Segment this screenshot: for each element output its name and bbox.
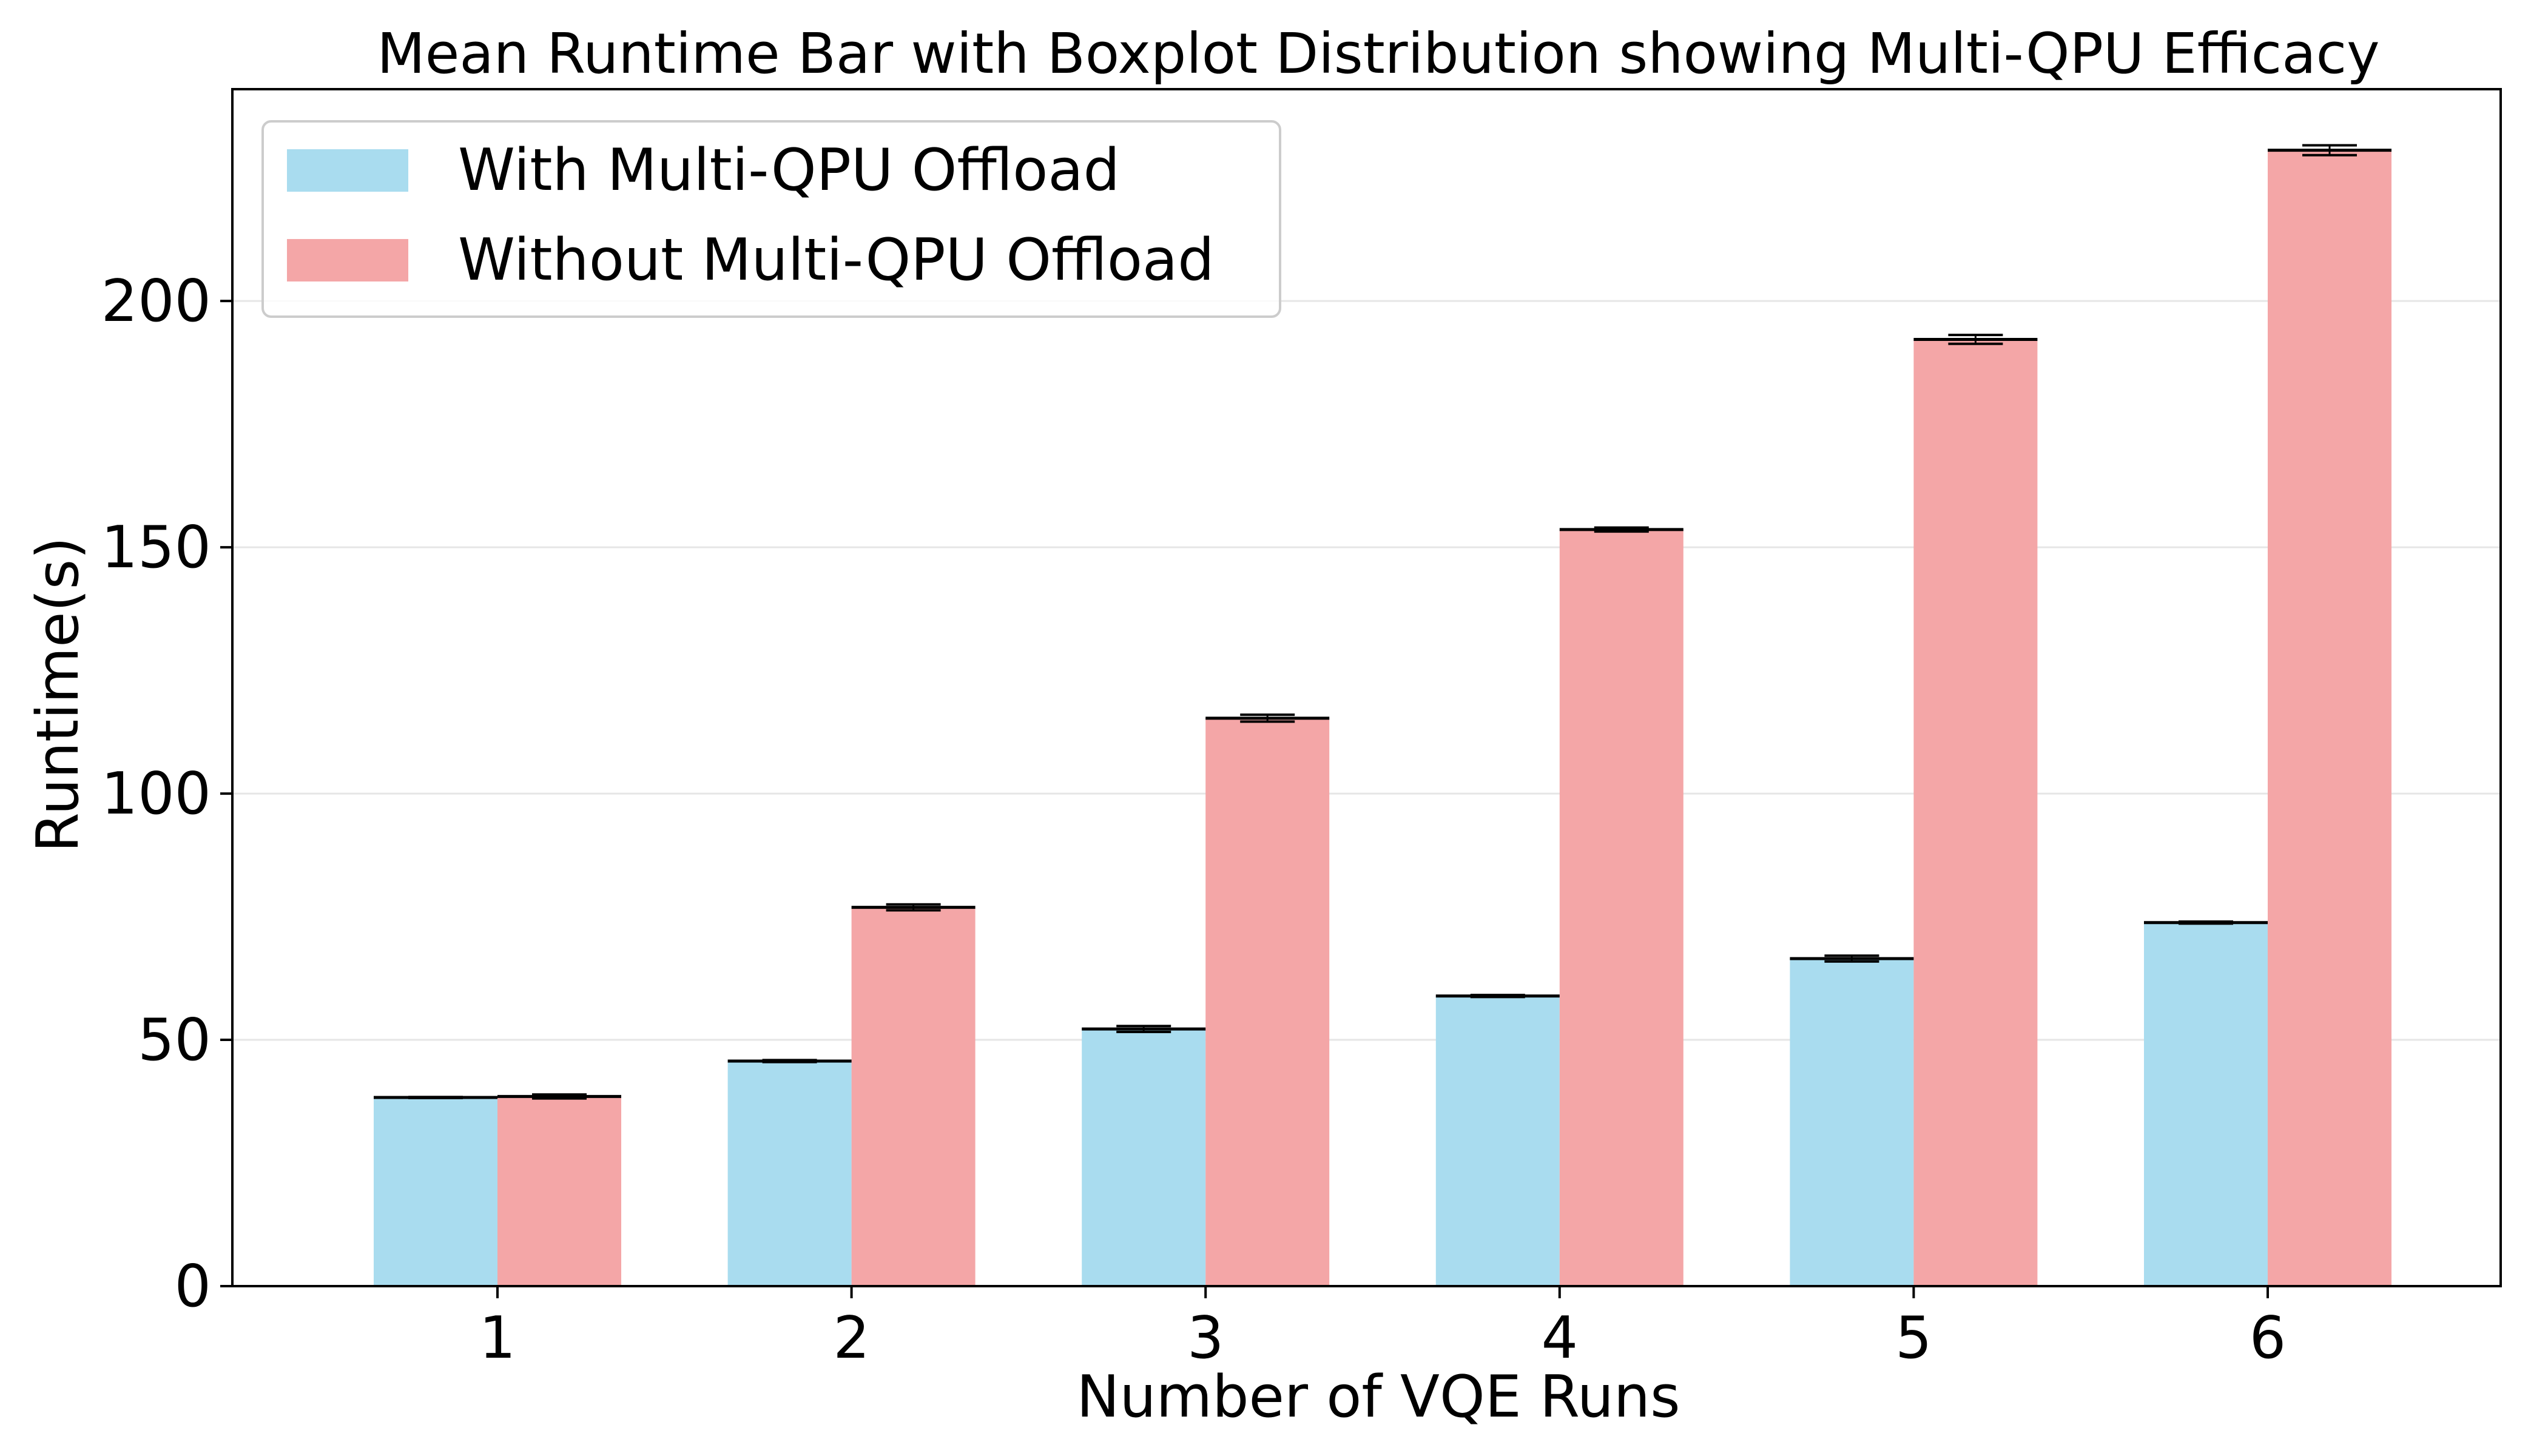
- bar-with-offload-6: [2144, 922, 2268, 1286]
- x-axis-label: Number of VQE Runs: [1076, 1364, 1680, 1431]
- legend-swatch-with-offload: [287, 149, 408, 192]
- bar-with-offload-2: [727, 1060, 852, 1286]
- legend-label-without-offload: Without Multi-QPU Offload: [458, 227, 1215, 294]
- x-axis-ticks: 1 2 3 4 5 6: [479, 1286, 2286, 1372]
- x-tick-label-3: 3: [1187, 1305, 1224, 1372]
- legend: With Multi-QPU Offload Without Multi-QPU…: [261, 120, 1281, 318]
- y-tick-label-200: 200: [101, 268, 211, 335]
- y-axis-label: Runtime(s): [25, 537, 92, 852]
- boxplot-without-offload-1: [497, 1093, 621, 1100]
- bar-with-offload-5: [1790, 959, 1914, 1286]
- x-tick-label-2: 2: [833, 1305, 869, 1372]
- bar-without-offload-6: [2268, 150, 2391, 1287]
- x-tick-label-1: 1: [479, 1305, 516, 1372]
- bar-with-offload-3: [1082, 1029, 1206, 1286]
- y-tick-label-150: 150: [101, 514, 211, 581]
- legend-swatch-without-offload: [287, 239, 408, 281]
- legend-label-with-offload: With Multi-QPU Offload: [458, 137, 1120, 204]
- plot-area-frame: [231, 88, 2502, 1287]
- bar-without-offload-2: [851, 907, 976, 1286]
- boxplot-without-offload-6: [2268, 144, 2391, 157]
- bar-without-offload-5: [1913, 339, 2038, 1286]
- boxplot-without-offload-2: [851, 903, 976, 912]
- x-tick-label-5: 5: [1895, 1305, 1932, 1372]
- bar-with-offload-4: [1435, 996, 1560, 1286]
- boxplot-with-offload-1: [374, 1096, 497, 1099]
- y-tick-label-50: 50: [138, 1007, 211, 1074]
- bar-with-offload-1: [374, 1097, 497, 1286]
- bar-without-offload-4: [1559, 529, 1684, 1286]
- boxplot-with-offload-5: [1790, 954, 1914, 963]
- legend-frame: [261, 120, 1281, 318]
- boxplot-without-offload-3: [1205, 713, 1330, 723]
- x-tick-label-6: 6: [2250, 1305, 2286, 1372]
- boxplot-with-offload-2: [727, 1059, 852, 1063]
- y-axis-ticks: 0 50 100 150 200: [101, 268, 232, 1320]
- bar-without-offload-1: [497, 1096, 621, 1286]
- distribution-markers: [374, 144, 2391, 1100]
- bar-without-offload-3: [1205, 718, 1330, 1286]
- boxplot-with-offload-4: [1435, 994, 1560, 999]
- bars: [374, 150, 2391, 1287]
- boxplot-with-offload-3: [1082, 1025, 1206, 1034]
- chart-title: Mean Runtime Bar with Boxplot Distributi…: [377, 21, 2379, 86]
- boxplot-without-offload-5: [1913, 334, 2038, 345]
- x-tick-label-4: 4: [1542, 1305, 1578, 1372]
- y-tick-label-100: 100: [101, 761, 211, 827]
- y-tick-label-0: 0: [175, 1253, 211, 1320]
- boxplot-with-offload-6: [2144, 920, 2268, 925]
- boxplot-without-offload-4: [1559, 526, 1684, 533]
